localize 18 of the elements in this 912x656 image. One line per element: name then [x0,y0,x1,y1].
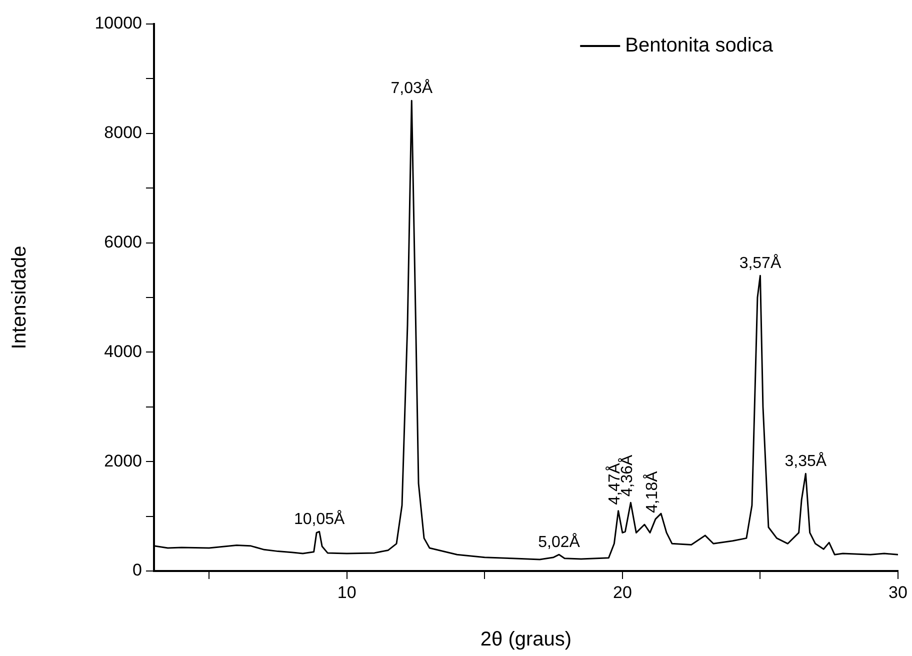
y-tick-label: 0 [132,560,142,580]
x-tick-label: 30 [888,582,908,602]
y-tick-label: 8000 [104,123,142,142]
y-tick-label: 10000 [94,14,142,33]
y-tick-label: 2000 [104,451,142,470]
annotation: 4,18Å [642,470,661,514]
x-axis-title: 2θ (graus) [480,628,572,651]
annotation: 5,02Å [538,532,580,551]
x-tick-label: 20 [612,582,632,602]
annotation: 10,05Å [294,510,346,528]
y-tick-label: 6000 [104,232,142,252]
annotation: 3,35Å [784,452,827,470]
x-tick-label: 10 [337,582,356,602]
legend-label: Bentonita sodica [625,34,774,57]
annotation: 7,03Å [390,78,433,97]
y-axis-title: Intensidade [8,246,31,350]
annotation: 3,57Å [739,254,782,272]
y-tick-label: 4000 [104,342,142,361]
